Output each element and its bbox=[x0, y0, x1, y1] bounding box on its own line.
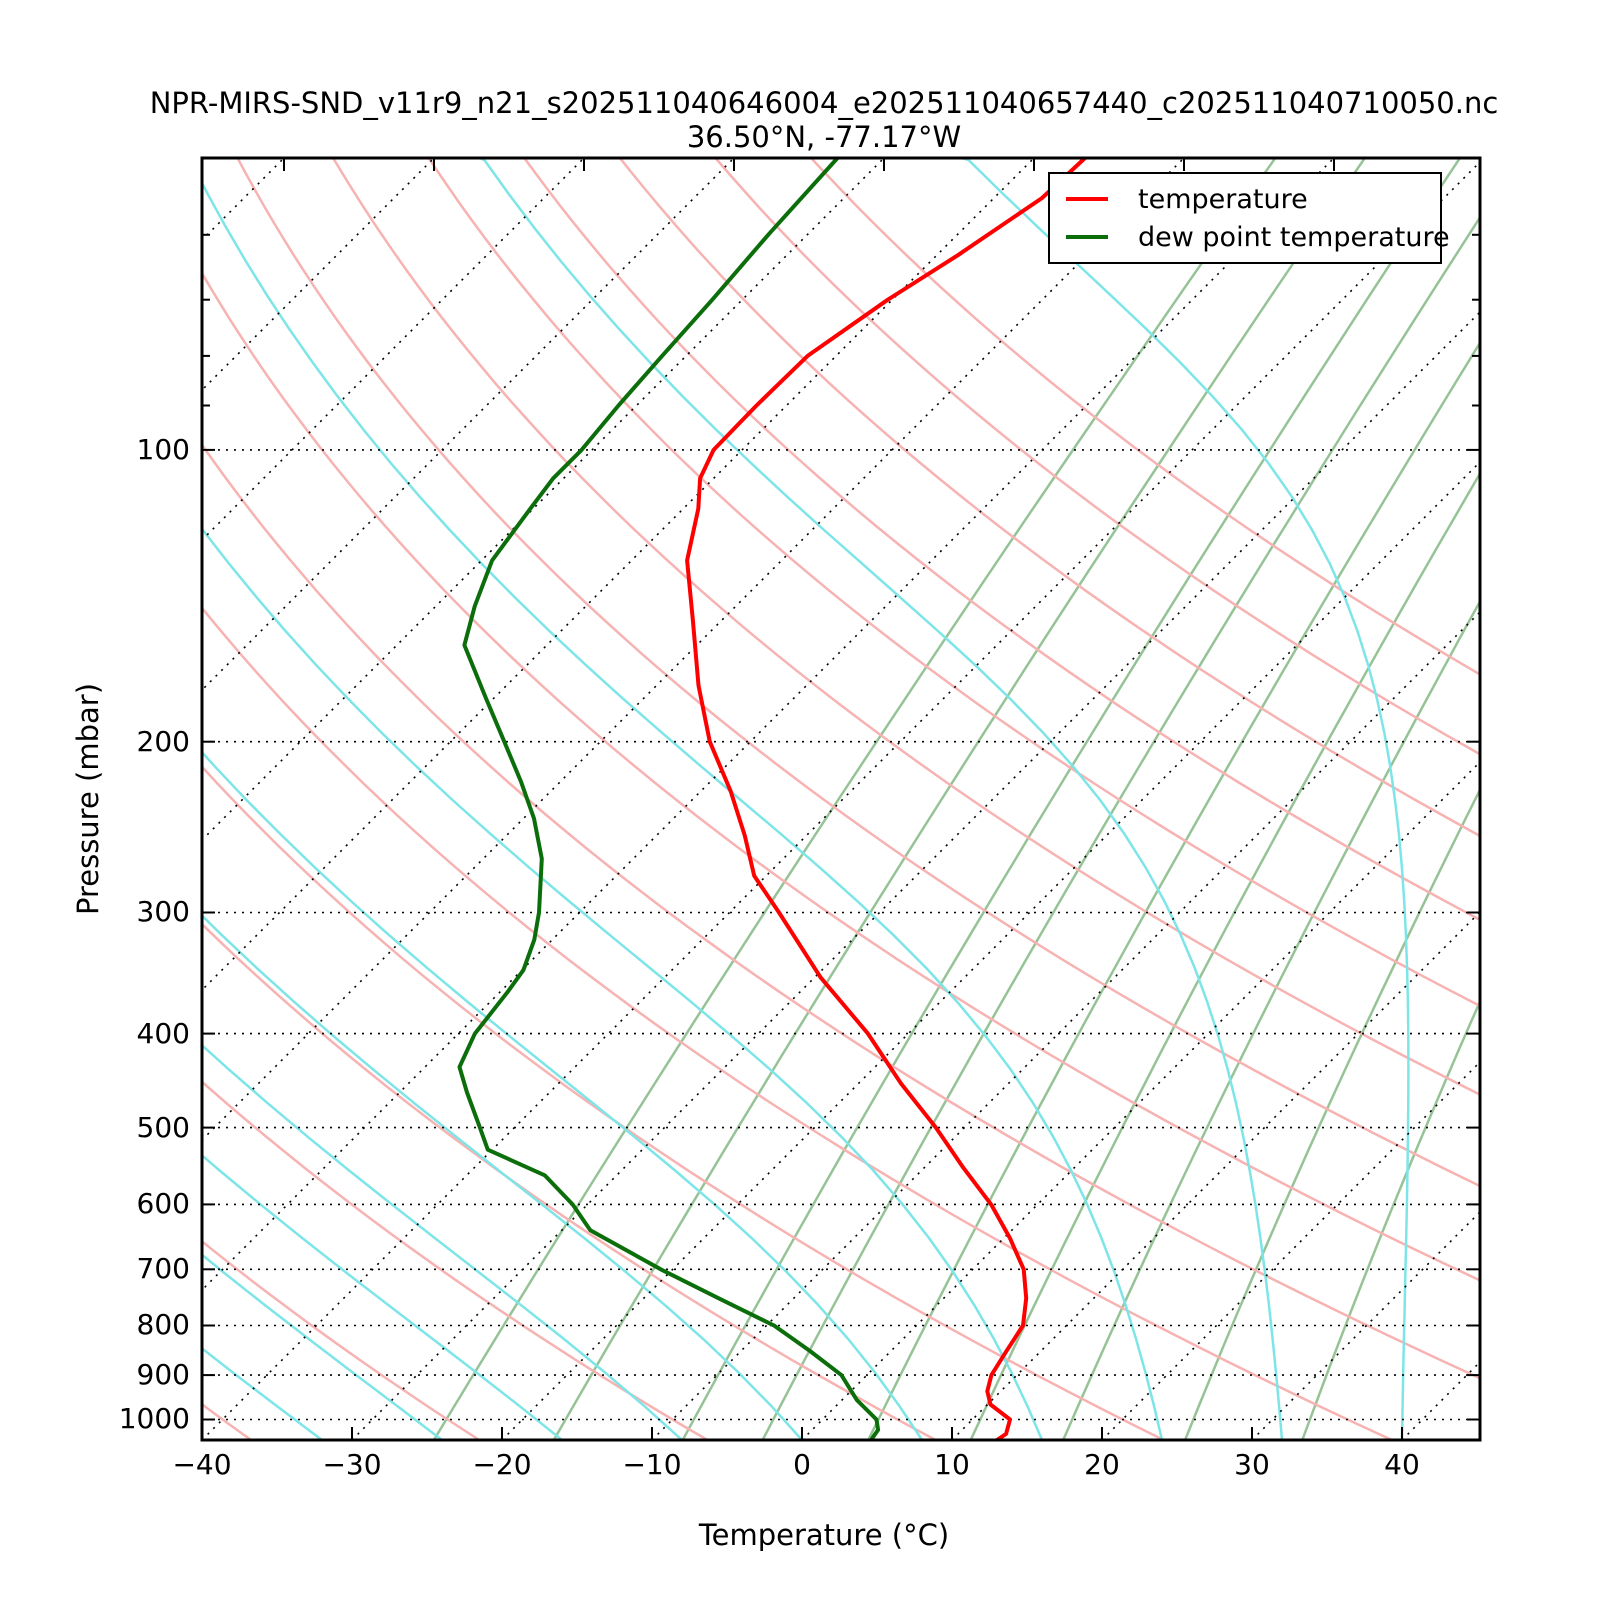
mixing-ratio-line bbox=[432, 158, 1277, 1440]
isotherm-gridline bbox=[202, 160, 1480, 1440]
moist-adiabat-line bbox=[202, 1043, 684, 1440]
dry-adiabat-line bbox=[202, 1080, 709, 1440]
mixing-ratio-line bbox=[866, 340, 1480, 1440]
isotherm-gridline bbox=[202, 158, 435, 392]
dry-adiabat-line bbox=[202, 1402, 253, 1440]
x-tick-label: −10 bbox=[622, 1448, 682, 1481]
legend: temperature dew point temperature bbox=[1048, 172, 1450, 264]
plot-border bbox=[200, 156, 1482, 1442]
moist-adiabat-line bbox=[202, 750, 924, 1440]
y-tick-label: 100 bbox=[136, 432, 190, 466]
legend-item-dew-point: dew point temperature bbox=[1050, 218, 1450, 256]
dry-adiabat-line bbox=[202, 270, 1480, 1282]
isotherm-gridline bbox=[202, 158, 1185, 1142]
y-tick-label: 700 bbox=[136, 1252, 190, 1286]
moist-adiabat-line bbox=[202, 1438, 204, 1440]
dew-point-curve bbox=[457, 158, 881, 1440]
moist-adiabat-line bbox=[202, 180, 1164, 1440]
x-axis-label: Temperature (°C) bbox=[698, 1518, 950, 1552]
mixing-ratio-line bbox=[969, 471, 1480, 1440]
x-tick-label: −40 bbox=[172, 1448, 232, 1481]
moist-adiabat-line bbox=[202, 1153, 564, 1440]
moist-adiabat-line bbox=[202, 913, 804, 1440]
y-tick-label: 500 bbox=[136, 1110, 190, 1144]
dew-point-line-swatch bbox=[1066, 235, 1108, 239]
dry-adiabat-line bbox=[618, 158, 1480, 838]
moist-adiabat-line bbox=[202, 526, 1044, 1440]
isotherm-gridline bbox=[202, 158, 885, 842]
legend-label-temperature: temperature bbox=[1138, 183, 1308, 215]
isotherm-gridline bbox=[202, 158, 1035, 992]
y-tick-label: 900 bbox=[136, 1358, 190, 1392]
legend-label-dew-point: dew point temperature bbox=[1138, 221, 1450, 253]
x-tick-label: 40 bbox=[1384, 1448, 1420, 1481]
x-tick-label: −20 bbox=[472, 1448, 532, 1481]
moist-adiabat-line bbox=[202, 1346, 324, 1440]
temperature-curve bbox=[685, 158, 1087, 1440]
dry-adiabat-line bbox=[331, 158, 1480, 1097]
dry-adiabat-line bbox=[236, 158, 1480, 1188]
dry-adiabat-line bbox=[809, 158, 1480, 676]
y-tick-label: 200 bbox=[136, 724, 190, 758]
y-tick-label: 600 bbox=[136, 1187, 190, 1221]
dry-adiabat-line bbox=[523, 158, 1480, 922]
y-tick-label: 300 bbox=[136, 895, 190, 929]
x-tick-label: 0 bbox=[793, 1448, 811, 1481]
mixing-ratio-line bbox=[1061, 598, 1480, 1440]
isotherm-gridline bbox=[1401, 1360, 1480, 1440]
figure-subtitle: 36.50°N, -77.17°W bbox=[686, 120, 962, 154]
moist-adiabat-line bbox=[960, 158, 1410, 1440]
mixing-ratio-line bbox=[1301, 998, 1480, 1440]
dry-adiabat-line bbox=[714, 158, 1480, 756]
isotherm-gridline bbox=[1101, 1060, 1480, 1440]
y-tick-label: 800 bbox=[136, 1308, 190, 1342]
dry-adiabat-line bbox=[202, 605, 1394, 1440]
dry-adiabat-line bbox=[427, 158, 1480, 1008]
mixing-ratio-line bbox=[552, 158, 1367, 1440]
isotherm-gridline bbox=[1251, 1210, 1480, 1440]
figure-title: NPR-MIRS-SND_v11r9_n21_s202511040646004_… bbox=[149, 86, 1499, 120]
mixing-ratio-line bbox=[1183, 787, 1480, 1440]
x-tick-label: 20 bbox=[1084, 1448, 1120, 1481]
dry-adiabat-line bbox=[202, 1239, 481, 1440]
y-tick-label: 400 bbox=[136, 1016, 190, 1050]
moist-adiabat-line bbox=[0, 158, 82, 1440]
temperature-line-swatch bbox=[1066, 197, 1108, 201]
isotherm-gridline bbox=[951, 910, 1480, 1440]
mixing-ratio-line bbox=[681, 158, 1462, 1440]
moist-adiabat-line bbox=[202, 1253, 444, 1440]
x-tick-label: 30 bbox=[1234, 1448, 1270, 1481]
dry-adiabat-line bbox=[202, 764, 1165, 1440]
x-tick-label: 10 bbox=[934, 1448, 970, 1481]
moist-adiabat-line bbox=[477, 158, 1284, 1440]
isotherm-gridline bbox=[202, 158, 285, 242]
dry-adiabat-line bbox=[202, 922, 937, 1440]
legend-item-temperature: temperature bbox=[1050, 180, 1440, 218]
y-tick-label: 1000 bbox=[118, 1402, 190, 1436]
x-tick-label: −30 bbox=[322, 1448, 382, 1481]
isotherm-gridline bbox=[202, 158, 585, 542]
